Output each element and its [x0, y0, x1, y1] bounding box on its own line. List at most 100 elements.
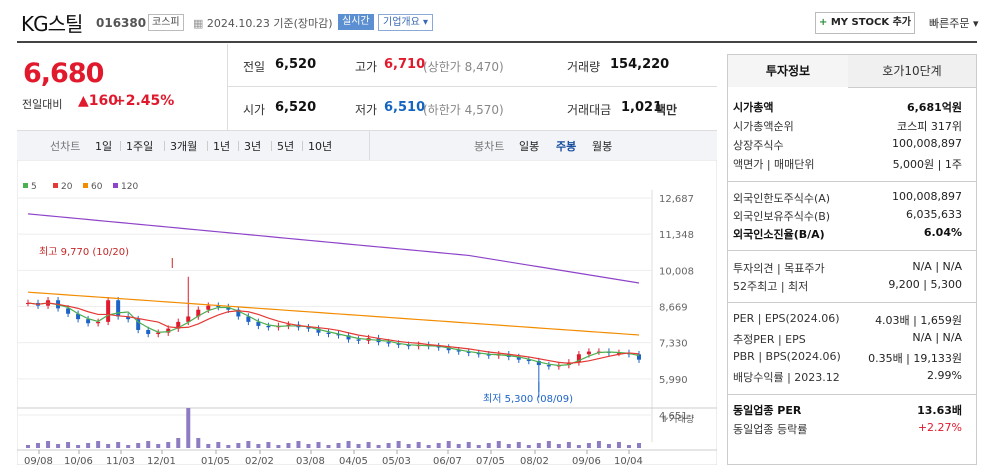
amount-unit: 백만 — [655, 103, 678, 117]
panel-label-0-1: 시가총액순위 — [733, 120, 794, 133]
panel-label-0-2: 상장주식수 — [733, 139, 784, 152]
volume-bar — [226, 445, 231, 448]
volume-bar — [326, 445, 331, 448]
volume-bar — [86, 443, 91, 448]
volume-bar — [446, 441, 451, 448]
tab-daily[interactable]: 일봉 — [519, 140, 540, 153]
panel-label-1-0: 외국인한도주식수(A) — [733, 192, 831, 205]
volume-bar — [36, 443, 41, 448]
volume-bar — [236, 443, 241, 448]
candle-body — [116, 300, 121, 317]
candle-body — [226, 307, 231, 310]
price-chart: 5 20 60 120 12,687 11,348 10,008 8,669 7,330 5,99… — [17, 160, 717, 465]
tab-weekly[interactable]: 주봉 — [556, 140, 577, 153]
chart-high-annotation: 최고 9,770 (10/20) — [39, 246, 129, 258]
corp-info-label: 기업개요 — [383, 17, 420, 28]
candle-body — [316, 328, 321, 333]
market-badge: 코스피 — [148, 14, 184, 31]
volume-axis-label: Ⅱ 거래량 — [662, 413, 694, 425]
candle-body — [86, 319, 91, 324]
panel-divider — [728, 302, 976, 303]
corp-info-button[interactable]: 기업개요 ▾ — [378, 14, 434, 31]
panel-label-2-1: 52주최고 | 최저 — [733, 280, 809, 293]
volume-bar — [556, 444, 561, 448]
candle-body — [436, 346, 441, 348]
period-tab-0[interactable]: 1일 — [95, 140, 113, 153]
tab-investment-info[interactable]: 투자정보 — [728, 55, 849, 87]
panel-label-4-0: 동일업종 PER — [733, 404, 802, 417]
panel-value-1-1: 6,035,633 — [906, 208, 962, 221]
panel-divider — [728, 181, 976, 182]
period-tab-2[interactable]: 3개월 — [170, 140, 198, 153]
current-price: 6,680 — [23, 58, 104, 89]
panel-value-2-1: 9,200 | 5,300 — [888, 278, 962, 291]
stock-code: 016380 — [96, 16, 147, 30]
x-tick-label: 09/06 — [572, 456, 601, 465]
panel-value-3-0: 4.03배 | 1,659원 — [875, 314, 962, 327]
line-chart-label: 선차트 — [50, 140, 81, 153]
realtime-button[interactable]: 실시간 — [338, 14, 374, 30]
period-separator — [238, 141, 239, 151]
volume-bar — [126, 445, 131, 448]
legend-label-5: 5 — [31, 182, 37, 192]
volume-bar — [156, 444, 161, 448]
ma5-line — [27, 302, 640, 367]
panel-value-4-1: +2.27% — [917, 421, 962, 434]
candle-body — [456, 350, 461, 352]
volume-bar — [406, 444, 411, 448]
y-tick-label: 7,330 — [659, 339, 688, 350]
mystock-add-button[interactable]: + MY STOCK 추가 — [815, 12, 915, 34]
period-tab-6[interactable]: 10년 — [308, 140, 333, 153]
period-tab-5[interactable]: 5년 — [277, 140, 295, 153]
price-change-value: 160 — [88, 93, 119, 109]
period-separator — [271, 141, 272, 151]
x-tick-label: 02/02 — [245, 456, 274, 465]
volume-bar — [506, 444, 511, 448]
x-tick-label: 09/08 — [24, 456, 53, 465]
candle-body — [246, 316, 251, 322]
candle-body — [576, 354, 581, 363]
tab-orderbook[interactable]: 호가10단계 — [848, 55, 976, 88]
prev-label: 전일 — [243, 60, 266, 74]
volume-bar — [476, 445, 481, 448]
x-tick-label: 10/06 — [64, 456, 93, 465]
volume-bar — [106, 444, 111, 448]
legend-label-120: 120 — [121, 182, 138, 192]
panel-divider — [728, 394, 976, 395]
volume-bar — [146, 441, 151, 448]
tab-monthly[interactable]: 월봉 — [592, 140, 613, 153]
quick-order-button[interactable]: 빠른주문 ▾ — [929, 15, 979, 31]
candle-body — [256, 321, 261, 326]
candle-body — [586, 351, 591, 355]
high-label: 고가 — [355, 60, 378, 74]
chart-frame — [17, 160, 717, 465]
y-tick-label: 10,008 — [659, 266, 694, 277]
volume-bar — [336, 443, 341, 448]
candle-body — [516, 356, 521, 360]
legend-swatch-60 — [83, 183, 88, 188]
lower-limit: (하한가 4,570) — [423, 103, 504, 117]
period-bar — [17, 130, 717, 162]
candle-body — [286, 324, 291, 326]
x-tick-label: 04/05 — [339, 456, 368, 465]
candle-body — [126, 316, 131, 320]
x-tick-label: 07/05 — [476, 456, 505, 465]
panel-label-2-0: 투자의견 | 목표주가 — [733, 262, 825, 275]
volume-bar — [316, 442, 321, 448]
volume-bar — [346, 441, 351, 448]
volume-bar — [536, 443, 541, 448]
volume-bar — [306, 444, 311, 448]
period-tab-4[interactable]: 3년 — [244, 140, 262, 153]
volume-value: 154,220 — [610, 57, 670, 72]
candle-body — [136, 319, 141, 330]
panel-label-0-0: 시가총액 — [733, 101, 774, 114]
y-tick-label: 4,651 — [659, 411, 688, 422]
quick-order-label: 빠른주문 — [929, 17, 970, 30]
period-tab-3[interactable]: 1년 — [213, 140, 231, 153]
volume-bar — [196, 438, 201, 448]
volume-bar — [466, 442, 471, 448]
y-tick-label: 5,990 — [659, 375, 688, 386]
candle-body — [616, 352, 621, 354]
candle-body — [176, 321, 181, 329]
period-tab-1[interactable]: 1주일 — [126, 140, 154, 153]
